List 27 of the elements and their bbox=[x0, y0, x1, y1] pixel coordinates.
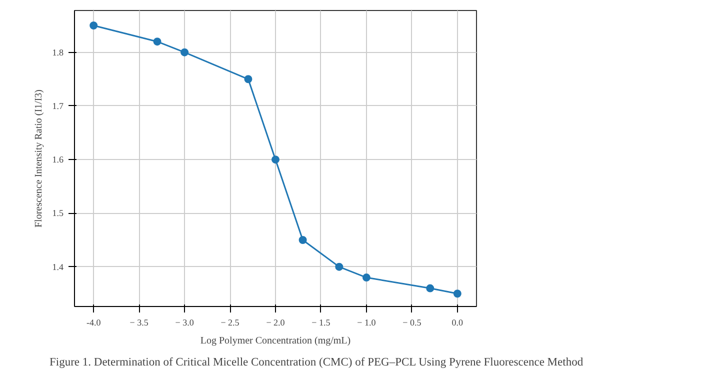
caption: Figure 1. Determination of Critical Micelle Concentration (CMC) of PEG–PCL Using Pyrene Fluorescence Method bbox=[50, 356, 584, 368]
y-tick-label: 1.4 bbox=[52, 262, 64, 272]
y-tick-label: 1.5 bbox=[52, 208, 64, 218]
point bbox=[335, 262, 344, 271]
y-tick-label: 1.7 bbox=[52, 100, 64, 111]
x-tick-label: -4.0 bbox=[86, 318, 102, 328]
x-tick-label: − 1.5 bbox=[312, 318, 331, 328]
point bbox=[153, 38, 162, 46]
x-axis-title: Log Polymer Concentration (mg/mL) bbox=[200, 336, 351, 346]
x-tick-label: − 1.0 bbox=[357, 318, 376, 328]
point bbox=[244, 75, 252, 84]
x-tick-label: − 0.5 bbox=[402, 318, 422, 328]
point bbox=[272, 156, 280, 164]
y-tick-label: 1.6 bbox=[52, 154, 64, 165]
y-axis-title: Florescence Intensity Ratio (I1/I3) bbox=[33, 89, 44, 228]
point bbox=[362, 274, 370, 282]
y-tick-label: 1.8 bbox=[52, 47, 64, 58]
point bbox=[453, 290, 462, 298]
x-tick-label: − 3.0 bbox=[175, 318, 194, 328]
x-tick-label: − 2.5 bbox=[220, 318, 240, 328]
x-tick-label: − 3.5 bbox=[130, 318, 149, 328]
point bbox=[426, 284, 434, 292]
x-tick-label: 0.0 bbox=[452, 318, 464, 328]
point bbox=[298, 236, 307, 244]
point bbox=[180, 48, 189, 56]
x-tick-label: − 2.0 bbox=[266, 318, 286, 328]
point bbox=[90, 22, 98, 30]
